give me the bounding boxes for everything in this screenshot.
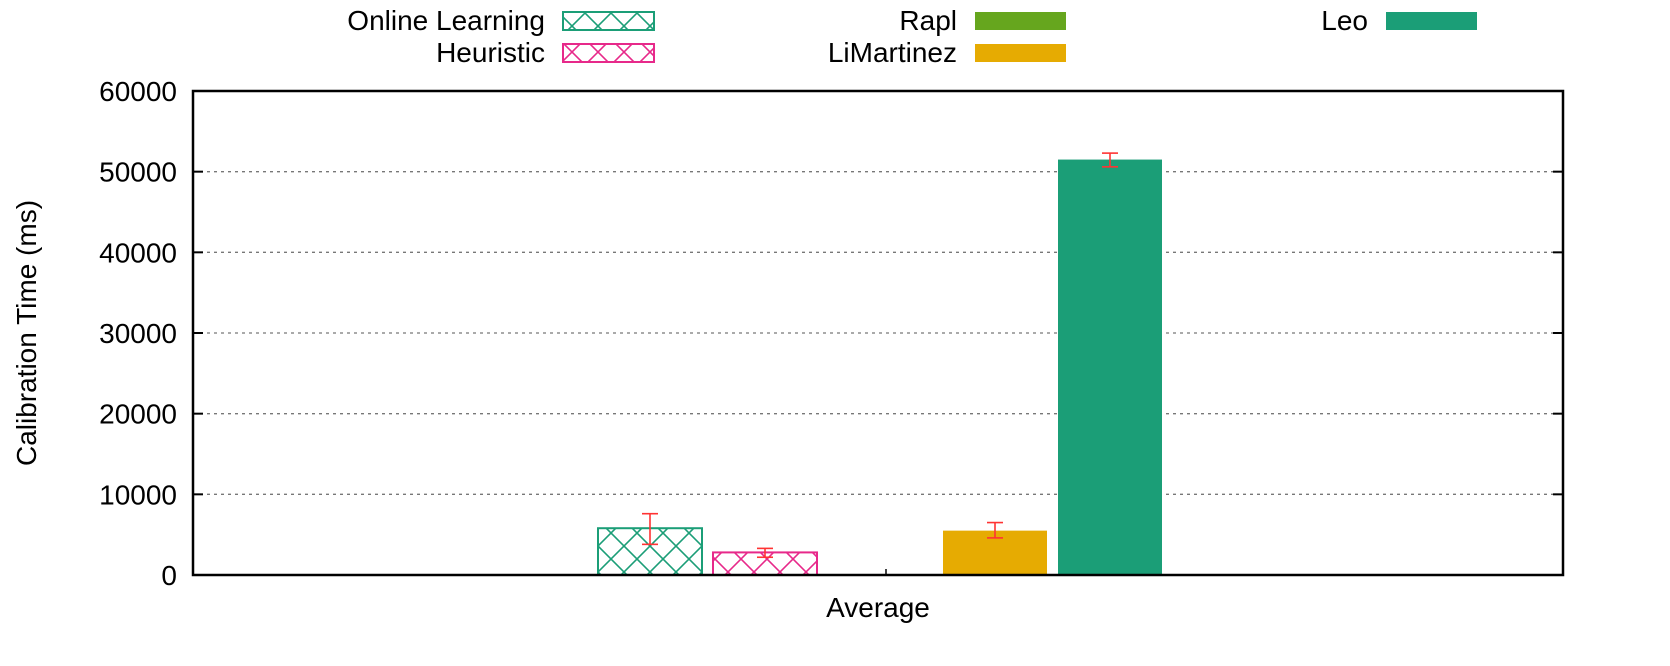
y-tick-label: 10000 bbox=[99, 479, 177, 510]
legend-label-limartinez: LiMartinez bbox=[828, 37, 957, 68]
y-tick-label: 40000 bbox=[99, 237, 177, 268]
legend-swatch-rapl bbox=[975, 12, 1066, 30]
legend-label-rapl: Rapl bbox=[899, 5, 957, 36]
x-category-label: Average bbox=[826, 592, 930, 623]
y-axis-title: Calibration Time (ms) bbox=[11, 200, 42, 466]
y-tick-label: 30000 bbox=[99, 318, 177, 349]
legend-swatch-limartinez bbox=[975, 44, 1066, 62]
bar-leo bbox=[1058, 159, 1162, 576]
y-tick-label: 50000 bbox=[99, 157, 177, 188]
legend-swatch-heuristic bbox=[562, 43, 655, 63]
legend-swatch-online-learning bbox=[562, 11, 655, 31]
y-tick-label: 0 bbox=[161, 560, 177, 591]
y-axis-ticks: 0 10000 20000 30000 40000 50000 60000 bbox=[99, 76, 1563, 591]
y-tick-label: 60000 bbox=[99, 76, 177, 107]
y-tick-label: 20000 bbox=[99, 399, 177, 430]
grid-lines bbox=[193, 171, 1563, 495]
legend-swatch-leo bbox=[1386, 12, 1477, 30]
legend-label-heuristic: Heuristic bbox=[436, 37, 545, 68]
error-bars bbox=[642, 152, 1118, 559]
bars bbox=[597, 159, 1162, 576]
legend-label-leo: Leo bbox=[1321, 5, 1368, 36]
legend-label-online-learning: Online Learning bbox=[347, 5, 545, 36]
